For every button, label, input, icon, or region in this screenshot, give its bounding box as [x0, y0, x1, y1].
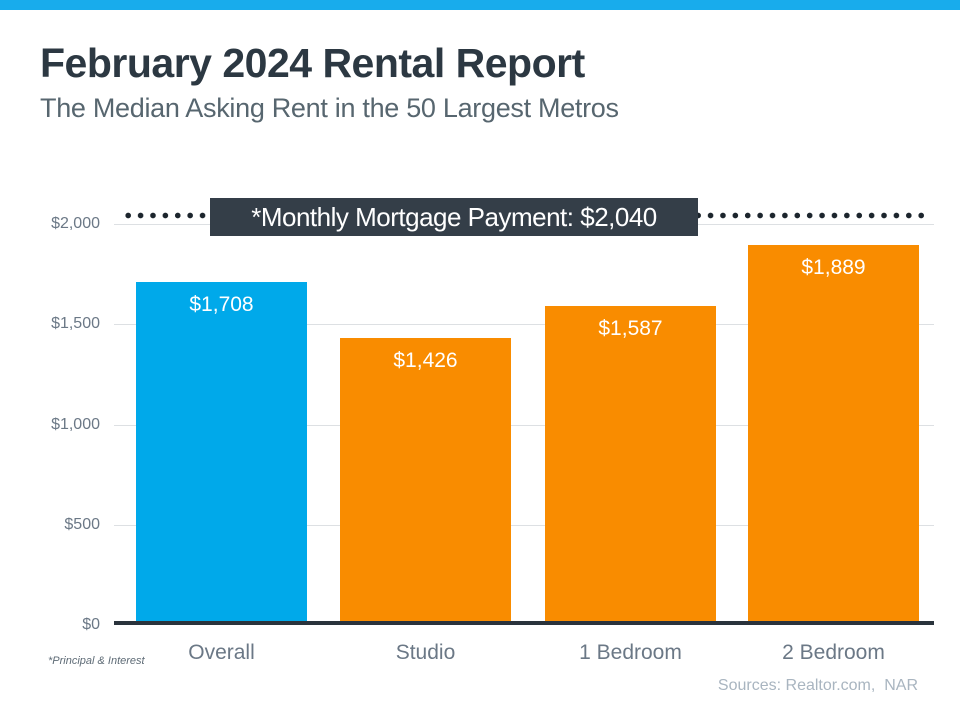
bar-1-bedroom: $1,587 — [545, 305, 716, 624]
y-tick-label: $2,000 — [51, 215, 100, 232]
y-tick-label: $500 — [64, 515, 100, 533]
sources-attribution: Sources: Realtor.com, NAR — [717, 677, 918, 694]
top-accent-bar — [0, 0, 960, 10]
gridline-500 — [114, 524, 934, 526]
bar-value-label: $1,426 — [393, 349, 458, 373]
y-tick-label: $1,000 — [51, 415, 100, 433]
footnote-principal-interest: *Principal & Interest — [48, 655, 145, 667]
mortgage-payment-label: *Monthly Mortgage Payment: $2,040 — [210, 198, 698, 237]
bar-studio: $1,426 — [340, 338, 511, 624]
y-axis-tick-labels: $0 $500 $1,000 $1,500 $2,000 — [28, 200, 100, 633]
y-tick-label: $0 — [82, 616, 100, 633]
gridline-1000 — [114, 424, 934, 426]
x-axis-baseline — [114, 621, 934, 625]
bar-overall: $1,708 — [136, 281, 307, 624]
x-axis-label-1-bedroom: 1 Bedroom — [579, 641, 682, 664]
y-tick-label: $1,500 — [51, 315, 100, 333]
bar-value-label: $1,889 — [801, 256, 866, 280]
page-title: February 2024 Rental Report — [40, 40, 585, 86]
gridline-1500 — [114, 324, 934, 326]
bar-value-label: $1,587 — [598, 316, 663, 340]
bar-chart-plot-area: *Monthly Mortgage Payment: $2,040 $1,708… — [114, 198, 934, 625]
x-axis-label-2-bedroom: 2 Bedroom — [782, 641, 885, 664]
x-axis-label-studio: Studio — [395, 641, 456, 664]
bar-value-label: $1,708 — [189, 292, 254, 316]
bar-2-bedroom: $1,889 — [748, 245, 919, 624]
x-axis-category-labels: Overall Studio 1 Bedroom 2 Bedroom — [0, 641, 960, 671]
page-subtitle: The Median Asking Rent in the 50 Largest… — [40, 93, 619, 123]
x-axis-label-overall: Overall — [188, 641, 255, 664]
